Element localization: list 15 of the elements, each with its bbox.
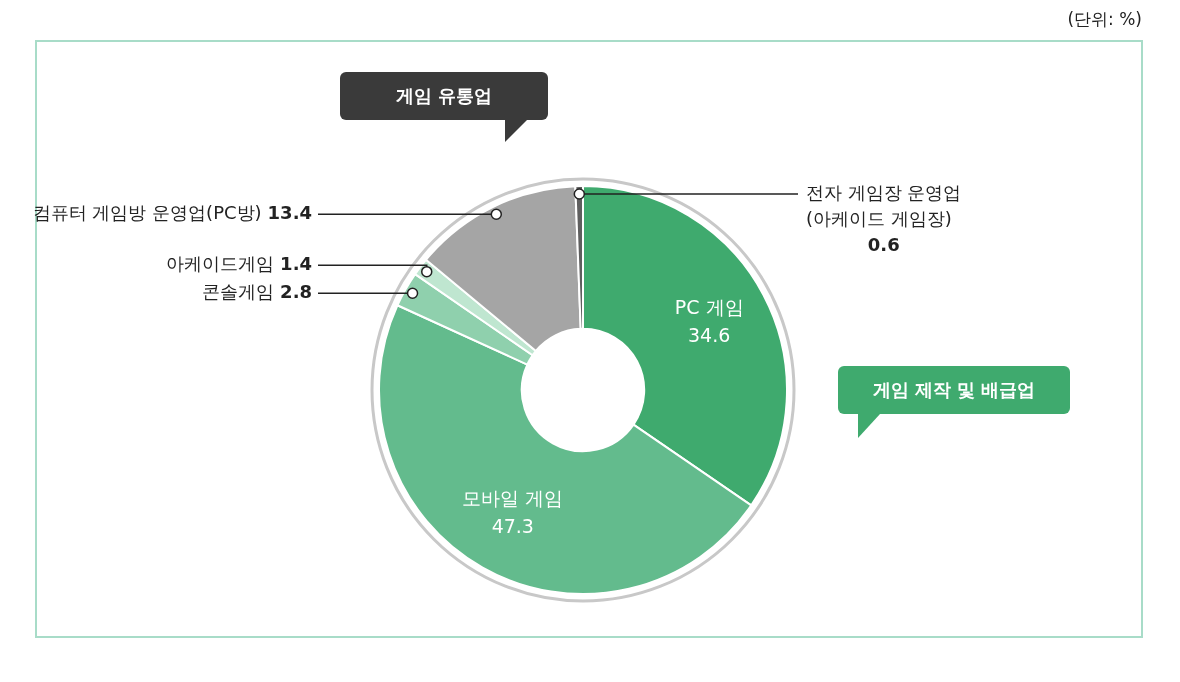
data-label: 34.6 (688, 324, 731, 347)
text: 게임 제작 및 배급업 (838, 366, 1070, 414)
data-label: 0.6 (867, 233, 900, 255)
text: 게임 유통업 (340, 72, 548, 120)
data-label: 1.4 (280, 252, 312, 274)
data-label: 47.3 (491, 515, 534, 538)
slice-label: 아케이드게임 (166, 252, 275, 274)
slice-label: PC 게임 (674, 296, 744, 319)
slice-label: 전자 게임장 운영업 (아케이드 게임장) (806, 181, 962, 229)
slice-label: 모바일 게임 (462, 487, 564, 510)
data-label: 2.8 (280, 280, 312, 302)
data-label: 13.4 (267, 201, 312, 223)
slice-label: 콘솔게임 (202, 280, 275, 302)
slice-label: 컴퓨터 게임방 운영업(PC방) (32, 201, 262, 223)
text: (단위: %) (1067, 8, 1142, 31)
